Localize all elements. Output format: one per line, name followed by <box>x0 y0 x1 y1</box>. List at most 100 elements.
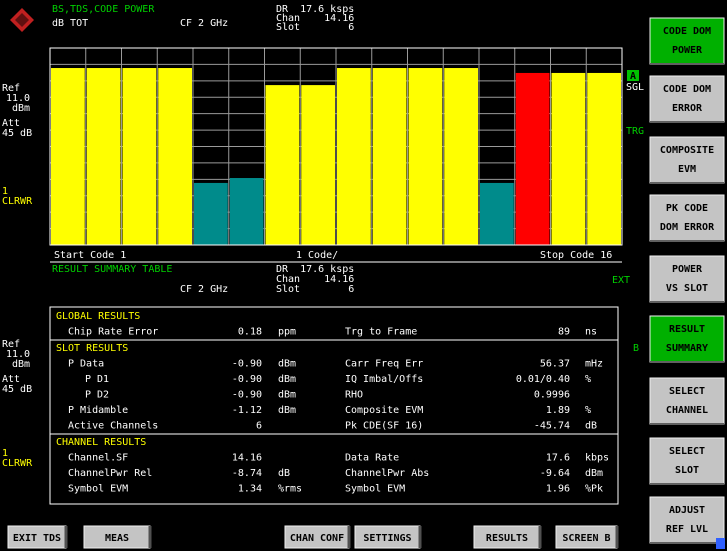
softkey-face <box>649 75 725 123</box>
result-label: Composite EVM <box>345 405 423 416</box>
softkey[interactable]: ADJUST REF LVL <box>649 496 725 544</box>
unit: dB TOT <box>52 18 88 29</box>
result-unit: %rms <box>278 484 302 495</box>
result-unit: dBm <box>585 468 603 479</box>
hotkey[interactable]: EXIT TDS <box>7 525 68 549</box>
result-value: -8.74 <box>232 468 262 479</box>
softkey-label: RESULT <box>669 324 705 335</box>
result-label: RHO <box>345 390 363 401</box>
hotkey[interactable]: MEAS <box>83 525 152 549</box>
bar <box>480 182 514 245</box>
ref-level: 11.0 <box>6 93 30 104</box>
softkey-label: EVM <box>678 164 696 175</box>
start-code: Start Code 1 <box>54 250 126 261</box>
status-indicator <box>716 538 725 549</box>
result-value: -1.12 <box>232 405 262 416</box>
result-label: Carr Freq Err <box>345 359 423 370</box>
marker-a: A <box>630 71 636 82</box>
softkey[interactable]: CODE DOM POWER <box>649 17 725 65</box>
trigger: TRG <box>626 126 644 137</box>
hotkey[interactable]: SETTINGS <box>354 525 422 549</box>
bar <box>194 182 228 245</box>
result-label: P D1 <box>85 374 109 385</box>
bar <box>408 68 443 245</box>
softkey-face <box>649 194 725 242</box>
result-label: P Midamble <box>68 405 128 416</box>
att-value: 45 dB <box>2 128 32 139</box>
bar <box>515 72 550 245</box>
att-label-b: Att <box>2 374 20 385</box>
bar <box>337 68 371 245</box>
trace-number-b: 1 <box>2 448 8 459</box>
softkey[interactable]: COMPOSITE EVM <box>649 136 725 184</box>
softkey-label: SUMMARY <box>666 343 708 354</box>
softkey-label: PK CODE <box>666 203 708 214</box>
bar <box>372 68 407 245</box>
softkey[interactable]: SELECT CHANNEL <box>649 377 725 425</box>
bar <box>86 68 121 245</box>
hotkey[interactable]: CHAN CONF <box>284 525 351 549</box>
result-value: 89 <box>558 327 570 338</box>
result-label: P D2 <box>85 390 109 401</box>
result-unit: % <box>585 374 591 385</box>
slot: Slot 6 <box>276 22 354 33</box>
softkey-face <box>649 315 725 363</box>
bar <box>158 68 192 245</box>
data-rate: DR 17.6 ksps <box>276 4 354 15</box>
result-unit: dBm <box>278 374 296 385</box>
softkey-label: ERROR <box>672 103 703 114</box>
bar <box>587 72 621 245</box>
hotkey-label: SETTINGS <box>363 533 411 544</box>
hotkey-label: MEAS <box>105 533 129 544</box>
trace-mode: CLRWR <box>2 196 33 207</box>
bar <box>229 178 264 245</box>
plot-frame <box>49 47 623 246</box>
result-label: Symbol EVM <box>68 484 128 495</box>
hotkey[interactable]: RESULTS <box>473 525 542 549</box>
softkey[interactable]: RESULT SUMMARY <box>649 315 725 363</box>
hotkey-label: SCREEN B <box>562 533 610 544</box>
result-label: Active Channels <box>68 421 158 432</box>
ext-marker: EXT <box>612 275 630 286</box>
ref-level-b: 11.0 <box>6 349 30 360</box>
softkey[interactable]: SELECT SLOT <box>649 437 725 485</box>
result-unit: mHz <box>585 359 603 370</box>
softkey[interactable]: POWER VS SLOT <box>649 255 725 303</box>
result-value: -45.74 <box>534 421 570 432</box>
result-value: 1.89 <box>546 405 570 416</box>
hotkey[interactable]: SCREEN B <box>555 525 619 549</box>
bar <box>444 68 478 245</box>
result-unit: dBm <box>278 359 296 370</box>
section-title: CHANNEL RESULTS <box>56 437 146 448</box>
trace-mode-b: CLRWR <box>2 458 33 469</box>
result-value: 0.01/0.40 <box>516 374 570 385</box>
att-value-b: 45 dB <box>2 384 32 395</box>
softkey[interactable]: CODE DOM ERROR <box>649 75 725 123</box>
result-unit: ns <box>585 327 597 338</box>
softkey-face <box>649 255 725 303</box>
result-label: P Data <box>68 359 104 370</box>
result-label: Trg to Frame <box>345 327 417 338</box>
ref-label-b: Ref <box>2 339 20 350</box>
result-unit: dB <box>278 468 290 479</box>
softkey-label: SELECT <box>669 386 705 397</box>
result-label: Data Rate <box>345 453 399 464</box>
result-value: -0.90 <box>232 374 262 385</box>
bar <box>122 68 157 245</box>
result-unit: dBm <box>278 405 296 416</box>
result-value: 1.34 <box>238 484 262 495</box>
ref-label: Ref <box>2 83 20 94</box>
result-label: Chip Rate Error <box>68 327 158 338</box>
result-value: 56.37 <box>540 359 570 370</box>
result-unit: %Pk <box>585 484 603 495</box>
result-unit: kbps <box>585 453 609 464</box>
screen-title: BS,TDS,CODE POWER <box>52 4 155 15</box>
softkey[interactable]: PK CODE DOM ERROR <box>649 194 725 242</box>
bar <box>51 68 85 245</box>
result-unit: ppm <box>278 327 296 338</box>
result-label: ChannelPwr Abs <box>345 468 429 479</box>
channel: Chan 14.16 <box>276 13 354 24</box>
softkey-label: CHANNEL <box>666 405 708 416</box>
result-value: 0.9996 <box>534 390 570 401</box>
